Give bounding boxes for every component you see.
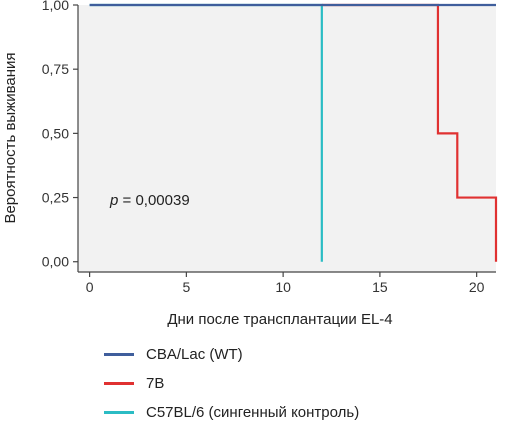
axes: 0 5 10 15 20 0,00 0,25 0,50 0,75 1,00 bbox=[42, 0, 496, 295]
y-tick-label: 1,00 bbox=[42, 0, 69, 13]
legend-item-c57bl6: C57BL/6 (сингенный контроль) bbox=[104, 398, 359, 427]
legend-label-cba: CBA/Lac (WT) bbox=[146, 346, 243, 363]
legend-swatch-7b bbox=[104, 382, 134, 385]
legend-label-c57bl6: C57BL/6 (сингенный контроль) bbox=[146, 404, 360, 421]
p-value-text: = 0,00039 bbox=[118, 192, 189, 209]
p-value-symbol: p bbox=[109, 192, 118, 209]
legend-item-7b: 7B bbox=[104, 369, 359, 398]
y-tick-label: 0,75 bbox=[42, 61, 69, 77]
x-tick-label: 0 bbox=[86, 279, 94, 295]
x-tick-label: 15 bbox=[372, 279, 388, 295]
x-tick-label: 10 bbox=[275, 279, 291, 295]
y-tick-label: 0,25 bbox=[42, 190, 69, 206]
legend-swatch-cba bbox=[104, 353, 134, 356]
legend-item-cba: CBA/Lac (WT) bbox=[104, 340, 359, 369]
legend-swatch-c57bl6 bbox=[104, 411, 134, 414]
legend-label-7b: 7B bbox=[146, 375, 165, 392]
x-axis-title: Дни после трансплантации EL-4 bbox=[167, 311, 392, 328]
plot-background bbox=[78, 5, 496, 272]
x-tick-label: 20 bbox=[469, 279, 485, 295]
plot-area bbox=[78, 5, 496, 272]
series-lines bbox=[89, 3, 498, 262]
legend: CBA/Lac (WT) 7B C57BL/6 (сингенный контр… bbox=[104, 340, 359, 427]
y-tick-label: 0,00 bbox=[42, 254, 69, 270]
x-tick-label: 5 bbox=[182, 279, 190, 295]
p-value-annotation: p = 0,00039 bbox=[109, 192, 190, 209]
y-tick-label: 0,50 bbox=[42, 125, 69, 141]
survival-chart: 0 5 10 15 20 0,00 0,25 0,50 0,75 1,00 p = 0,00039… bbox=[2, 0, 498, 328]
y-axis-title: Вероятность выживания bbox=[2, 52, 19, 223]
